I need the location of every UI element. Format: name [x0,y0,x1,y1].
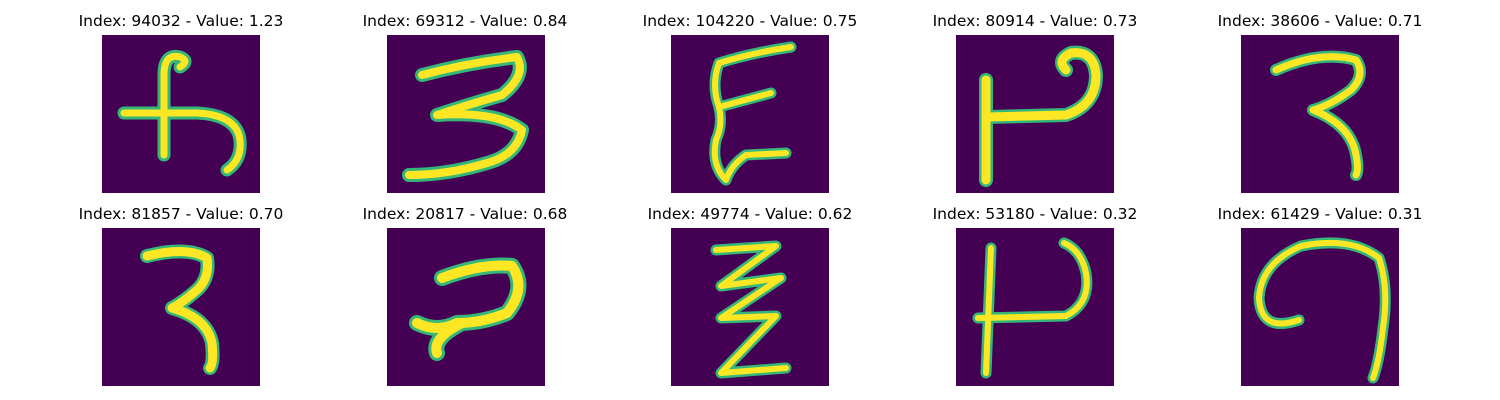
glyph-image [671,228,829,386]
panel-title: Index: 53180 - Value: 0.32 [932,205,1138,223]
panel-title: Index: 80914 - Value: 0.73 [932,12,1138,30]
panel-title: Index: 20817 - Value: 0.68 [362,205,568,223]
panel-title: Index: 61429 - Value: 0.31 [1217,205,1423,223]
glyph-image [102,228,260,386]
panel-title: Index: 81857 - Value: 0.70 [78,205,284,223]
glyph-image [1241,228,1399,386]
glyph-image [102,35,260,193]
glyph-image [1241,35,1399,193]
panel-title: Index: 69312 - Value: 0.84 [362,12,568,30]
glyph-image [387,35,545,193]
panel-title: Index: 49774 - Value: 0.62 [647,205,853,223]
glyph-image [387,228,545,386]
panel-title: Index: 94032 - Value: 1.23 [78,12,284,30]
glyph-image [956,228,1114,386]
panel-title: Index: 38606 - Value: 0.71 [1217,12,1423,30]
glyph-image [956,35,1114,193]
glyph-image [671,35,829,193]
panel-title: Index: 104220 - Value: 0.75 [642,12,858,30]
